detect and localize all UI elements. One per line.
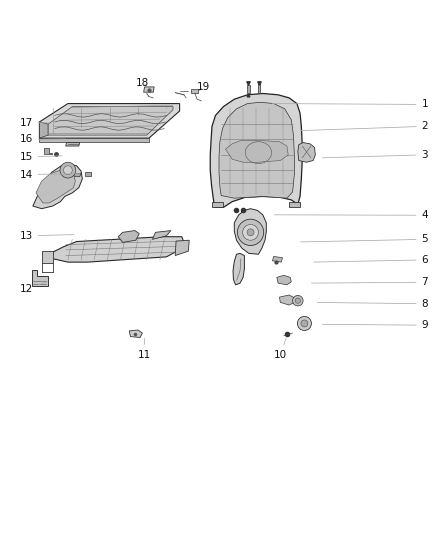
Polygon shape — [234, 209, 266, 254]
Polygon shape — [298, 142, 315, 162]
Text: 9: 9 — [322, 320, 428, 330]
Polygon shape — [258, 84, 260, 93]
Polygon shape — [36, 170, 75, 203]
Circle shape — [243, 224, 258, 240]
Text: 10: 10 — [274, 338, 287, 360]
Text: 2: 2 — [300, 122, 428, 131]
Text: 7: 7 — [311, 277, 428, 287]
Polygon shape — [289, 201, 300, 207]
Text: 11: 11 — [138, 338, 151, 360]
Polygon shape — [279, 295, 295, 305]
Polygon shape — [129, 330, 142, 337]
Polygon shape — [44, 148, 52, 155]
Polygon shape — [39, 103, 180, 138]
Circle shape — [237, 219, 264, 246]
Polygon shape — [66, 142, 80, 146]
Circle shape — [295, 298, 300, 303]
Text: 1: 1 — [272, 100, 428, 109]
Polygon shape — [233, 253, 244, 285]
Polygon shape — [191, 89, 198, 93]
Text: 8: 8 — [317, 298, 428, 309]
Polygon shape — [272, 256, 283, 262]
Text: 17: 17 — [20, 118, 50, 128]
Polygon shape — [39, 138, 149, 142]
Circle shape — [247, 229, 254, 236]
Text: 18: 18 — [136, 77, 149, 87]
Text: 15: 15 — [20, 152, 62, 162]
Polygon shape — [50, 237, 184, 262]
Polygon shape — [85, 172, 91, 176]
Polygon shape — [42, 251, 53, 263]
Polygon shape — [48, 107, 173, 135]
Text: 19: 19 — [197, 82, 210, 92]
Polygon shape — [277, 275, 291, 285]
Polygon shape — [212, 201, 223, 207]
Polygon shape — [175, 240, 189, 255]
Polygon shape — [33, 165, 82, 209]
Polygon shape — [74, 174, 81, 177]
Polygon shape — [219, 102, 294, 198]
Text: 6: 6 — [314, 255, 428, 265]
Polygon shape — [118, 231, 139, 243]
Polygon shape — [210, 93, 302, 207]
Text: 16: 16 — [20, 134, 65, 144]
Polygon shape — [39, 122, 48, 138]
Circle shape — [64, 166, 72, 174]
Text: 12: 12 — [20, 281, 48, 294]
Text: 3: 3 — [322, 150, 428, 160]
Polygon shape — [226, 140, 288, 162]
Circle shape — [293, 295, 303, 306]
Circle shape — [60, 162, 76, 178]
Polygon shape — [247, 85, 250, 93]
Text: 13: 13 — [20, 231, 74, 241]
Text: 4: 4 — [274, 210, 428, 220]
Circle shape — [301, 320, 308, 327]
Text: 5: 5 — [300, 235, 428, 244]
Text: 14: 14 — [20, 169, 80, 180]
Polygon shape — [32, 270, 48, 286]
Circle shape — [297, 317, 311, 330]
Polygon shape — [144, 87, 154, 92]
Polygon shape — [152, 231, 171, 239]
